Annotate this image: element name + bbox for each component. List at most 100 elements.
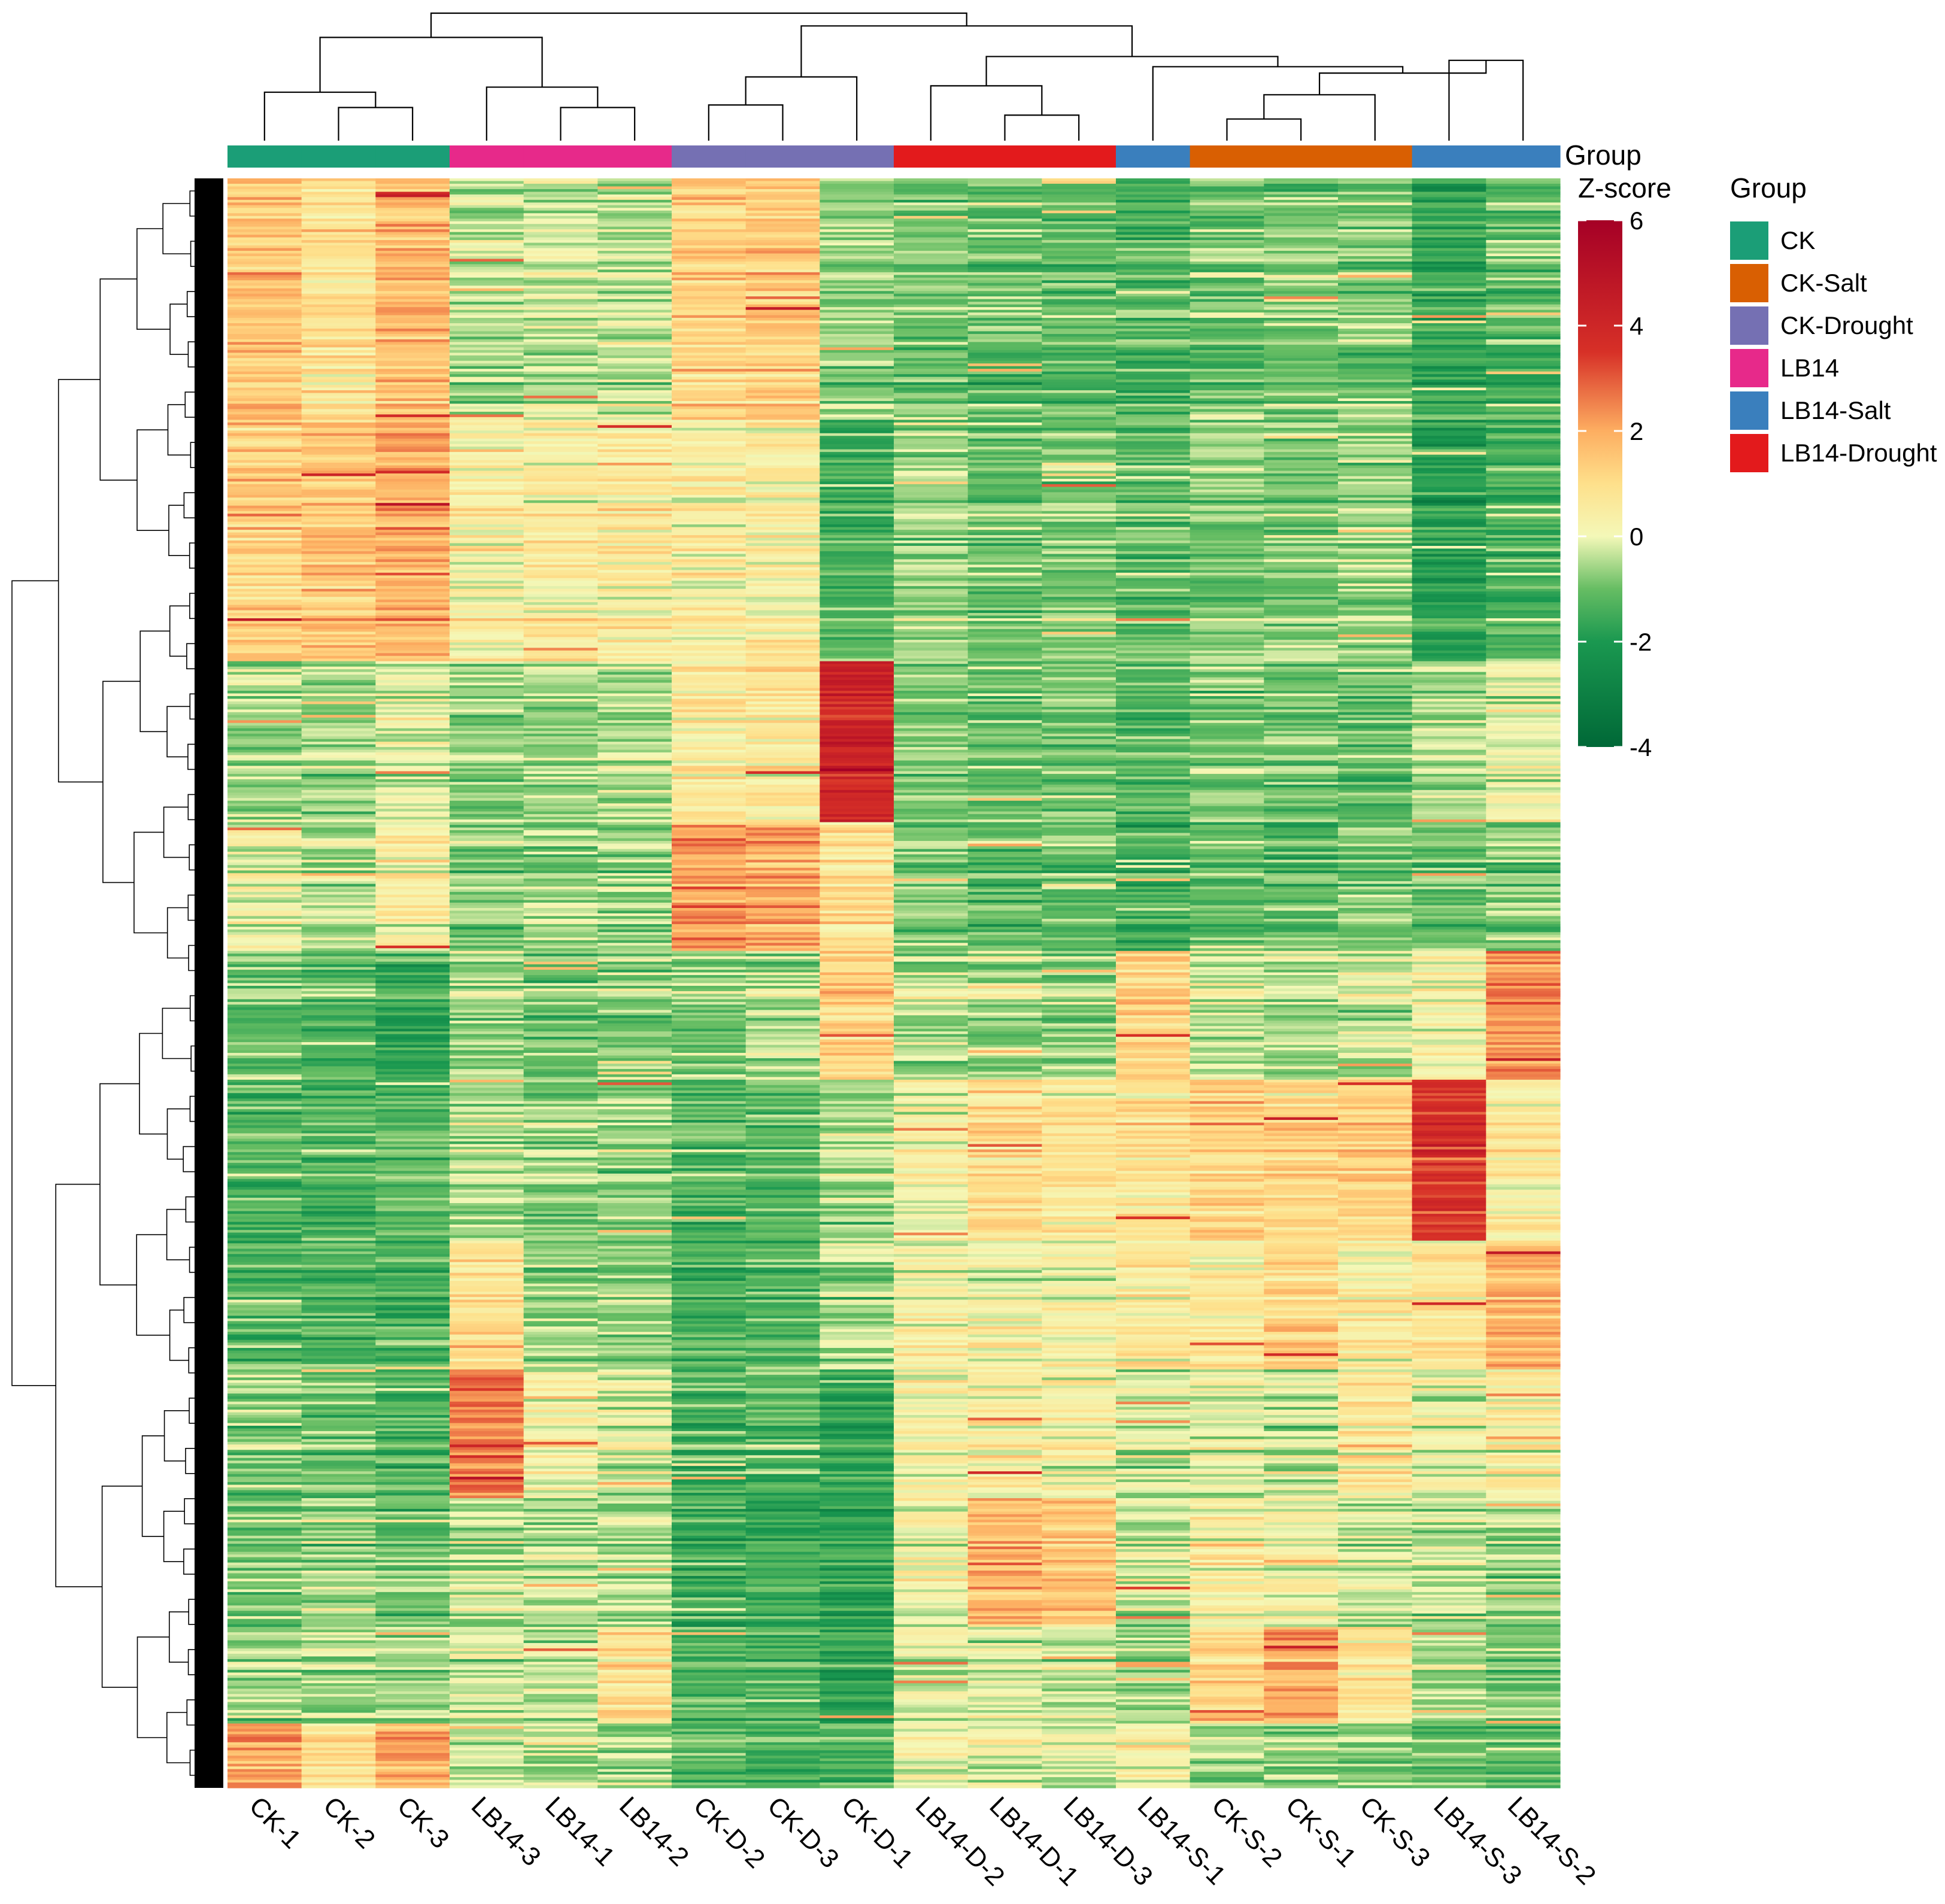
heatmap-cell — [1338, 597, 1413, 600]
heatmap-cell — [672, 608, 747, 611]
heatmap-cell — [1190, 516, 1264, 520]
heatmap-cell — [1338, 379, 1413, 383]
heatmap-cell — [1338, 779, 1413, 782]
heatmap-cell — [1042, 414, 1116, 418]
heatmap-cell — [450, 304, 524, 308]
heatmap-cell — [967, 476, 1042, 479]
heatmap-cell — [1116, 540, 1191, 544]
heatmap-cell — [375, 309, 450, 313]
heatmap-cell — [1264, 538, 1339, 541]
heatmap-cell — [597, 492, 672, 496]
dendrogram-branch — [1263, 94, 1376, 141]
heatmap-cell — [523, 339, 598, 342]
column-dendrogram — [263, 12, 1524, 141]
heatmap-cell — [227, 661, 302, 664]
heatmap-cell — [301, 400, 376, 405]
heatmap-cell — [450, 715, 524, 718]
heatmap-cell — [523, 454, 598, 458]
heatmap-cell — [1338, 447, 1413, 450]
heatmap-cell — [1486, 390, 1561, 394]
heatmap-cell — [745, 366, 820, 369]
heatmap-cell — [967, 307, 1042, 311]
heatmap-cell — [523, 608, 598, 611]
heatmap-cell — [450, 836, 524, 839]
heatmap-cell — [227, 669, 302, 673]
heatmap-cell — [597, 387, 672, 391]
heatmap-cell — [1486, 881, 1561, 885]
heatmap-cell — [1190, 749, 1264, 753]
heatmap-cell — [1116, 183, 1191, 187]
heatmap-cell — [1338, 530, 1413, 533]
heatmap-cell — [1264, 500, 1339, 503]
heatmap-cell — [227, 476, 302, 479]
heatmap-cell — [1042, 438, 1116, 442]
heatmap-cell — [375, 425, 450, 429]
heatmap-cell — [1338, 728, 1413, 731]
heatmap-cell — [375, 594, 450, 597]
heatmap-cell — [967, 551, 1042, 555]
heatmap-cell — [745, 519, 820, 523]
heatmap-cell — [967, 374, 1042, 378]
heatmap-cell — [1190, 564, 1264, 568]
heatmap-cell — [1190, 291, 1264, 294]
heatmap-cell — [894, 567, 969, 570]
heatmap-cell — [672, 468, 747, 472]
heatmap-cell — [597, 417, 672, 420]
heatmap-cell — [597, 197, 672, 201]
heatmap-cell — [672, 326, 747, 329]
heatmap-cell — [1264, 634, 1339, 637]
heatmap-cell — [894, 605, 969, 608]
heatmap-cell — [301, 240, 376, 244]
heatmap-cell — [301, 862, 376, 866]
heatmap-cell — [597, 608, 672, 611]
heatmap-cell — [1338, 420, 1413, 423]
heatmap-cell — [745, 795, 820, 798]
heatmap-cell — [1486, 699, 1561, 702]
heatmap-cell — [1412, 664, 1486, 667]
heatmap-cell — [745, 360, 820, 364]
heatmap-cell — [1338, 500, 1413, 503]
heatmap-cell — [1338, 538, 1413, 541]
heatmap-cell — [672, 827, 747, 831]
heatmap-cell — [1264, 599, 1339, 603]
heatmap-cell — [894, 218, 969, 222]
heatmap-cell — [227, 784, 302, 788]
heatmap-cell — [745, 277, 820, 281]
heatmap-cell — [1264, 417, 1339, 420]
heatmap-cell — [1042, 256, 1116, 260]
heatmap-cell — [745, 516, 820, 520]
heatmap-cell — [820, 840, 894, 845]
heatmap-cell — [1412, 621, 1486, 624]
heatmap-cell — [1042, 347, 1116, 351]
heatmap-cell — [967, 312, 1042, 316]
heatmap-cell — [450, 232, 524, 235]
heatmap-cell — [597, 280, 672, 284]
heatmap-cell — [450, 827, 524, 831]
heatmap-cell — [1486, 693, 1561, 697]
heatmap-cell — [523, 760, 598, 764]
heatmap-cell — [375, 277, 450, 281]
heatmap-cell — [227, 795, 302, 798]
heatmap-cell — [894, 822, 969, 825]
heatmap-cell — [820, 782, 894, 785]
heatmap-cell — [745, 827, 820, 831]
heatmap-cell — [1338, 339, 1413, 342]
heatmap-cell — [1116, 739, 1191, 742]
heatmap-cell — [1190, 744, 1264, 748]
heatmap-cell — [672, 854, 747, 858]
heatmap-cell — [1116, 637, 1191, 640]
heatmap-cell — [227, 374, 302, 378]
heatmap-cell — [894, 779, 969, 782]
heatmap-cell — [1042, 280, 1116, 284]
heatmap-cell — [1264, 199, 1339, 203]
heatmap-cell — [301, 666, 376, 670]
heatmap-cell — [450, 519, 524, 523]
heatmap-cell — [967, 417, 1042, 420]
heatmap-cell — [1190, 336, 1264, 340]
heatmap-cell — [523, 819, 598, 823]
heatmap-cell — [450, 457, 524, 461]
heatmap-cell — [1486, 403, 1561, 407]
heatmap-cell — [1190, 851, 1264, 855]
heatmap-cell — [1190, 460, 1264, 463]
heatmap-cell — [523, 492, 598, 496]
